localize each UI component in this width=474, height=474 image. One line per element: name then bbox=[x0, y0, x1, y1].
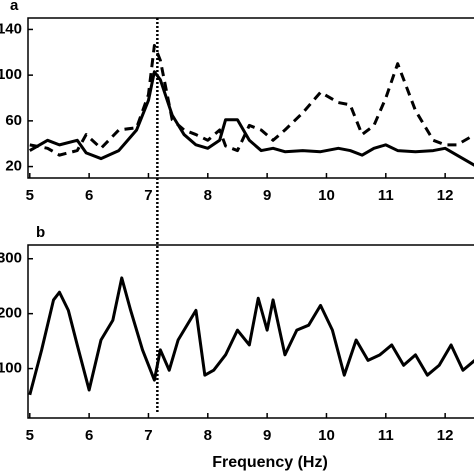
y-tick-label: 140 bbox=[0, 20, 22, 37]
y-tick-label: 200 bbox=[0, 305, 22, 322]
axis-frame bbox=[27, 17, 474, 179]
x-tick-label: 12 bbox=[437, 427, 454, 444]
x-tick-label: 5 bbox=[26, 427, 34, 444]
x-tick-label: 7 bbox=[144, 187, 152, 204]
x-tick-label: 11 bbox=[378, 187, 394, 204]
x-tick-label: 11 bbox=[378, 427, 394, 444]
line-series bbox=[29, 43, 474, 157]
y-tick-label: 100 bbox=[0, 360, 22, 377]
y-tick-label: 20 bbox=[5, 158, 22, 175]
x-tick-label: 8 bbox=[204, 427, 212, 444]
x-tick-label: 6 bbox=[85, 427, 93, 444]
line-series bbox=[28, 276, 474, 396]
x-tick-label: 7 bbox=[144, 427, 152, 444]
line-series bbox=[29, 70, 474, 167]
x-tick-label: 5 bbox=[26, 187, 34, 204]
y-tick-label: 300 bbox=[0, 250, 22, 267]
axis-frame bbox=[27, 244, 474, 419]
x-tick-label: 12 bbox=[437, 187, 454, 204]
x-tick-label: 10 bbox=[318, 187, 335, 204]
y-tick-label: 60 bbox=[5, 112, 22, 129]
panel-label: a bbox=[10, 0, 19, 14]
x-tick-label: 9 bbox=[263, 427, 271, 444]
y-tick-label: 100 bbox=[0, 66, 22, 83]
x-tick-label: 10 bbox=[318, 427, 335, 444]
x-tick-label: 6 bbox=[85, 187, 93, 204]
panel-label: b bbox=[36, 224, 45, 241]
x-axis-label: Frequency (Hz) bbox=[212, 454, 328, 471]
x-tick-label: 8 bbox=[204, 187, 212, 204]
x-tick-label: 9 bbox=[263, 187, 271, 204]
